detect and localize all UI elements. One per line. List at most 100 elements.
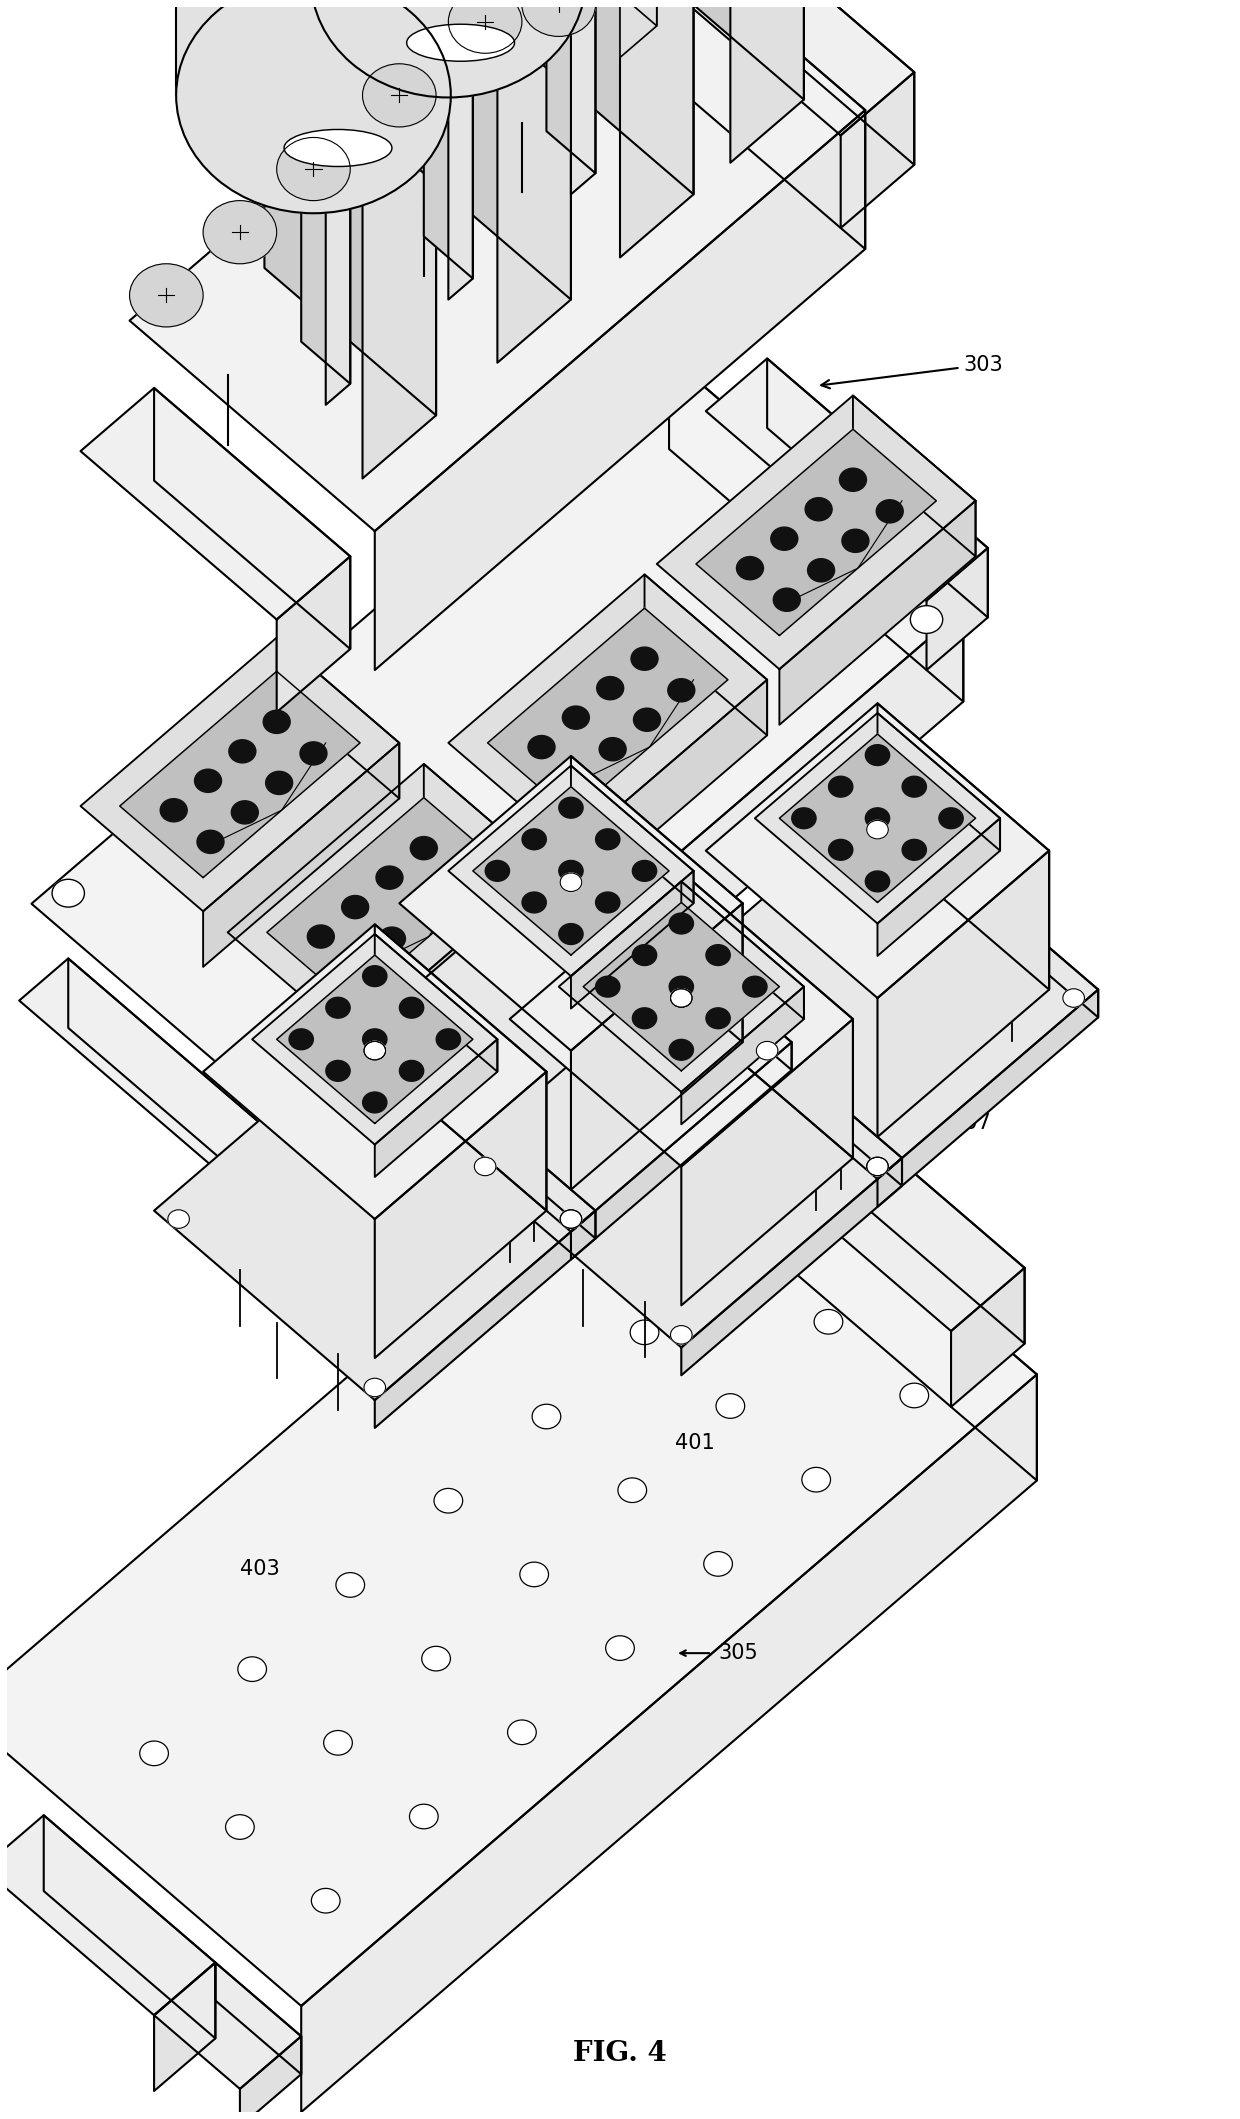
Polygon shape xyxy=(570,871,693,1009)
Ellipse shape xyxy=(842,530,869,553)
Polygon shape xyxy=(43,1816,216,2038)
Ellipse shape xyxy=(630,1320,658,1346)
Ellipse shape xyxy=(336,1572,365,1598)
Ellipse shape xyxy=(308,926,335,947)
Polygon shape xyxy=(780,1121,1024,1331)
Ellipse shape xyxy=(413,898,440,922)
Ellipse shape xyxy=(618,1477,646,1502)
Polygon shape xyxy=(693,1081,1037,1481)
Polygon shape xyxy=(681,1157,901,1375)
Ellipse shape xyxy=(756,1040,777,1060)
Ellipse shape xyxy=(839,468,867,492)
Polygon shape xyxy=(472,786,670,956)
Ellipse shape xyxy=(706,945,730,966)
Text: 303: 303 xyxy=(821,354,1003,388)
Polygon shape xyxy=(632,0,804,100)
Ellipse shape xyxy=(522,892,547,913)
Polygon shape xyxy=(780,500,976,725)
Ellipse shape xyxy=(595,977,620,998)
Ellipse shape xyxy=(670,977,693,998)
Polygon shape xyxy=(681,987,804,1125)
Ellipse shape xyxy=(668,678,694,701)
Polygon shape xyxy=(878,712,1001,850)
Polygon shape xyxy=(570,1043,791,1259)
Ellipse shape xyxy=(376,867,403,890)
Polygon shape xyxy=(645,0,914,136)
Polygon shape xyxy=(780,733,976,903)
Ellipse shape xyxy=(203,201,277,263)
Ellipse shape xyxy=(409,1803,438,1829)
Polygon shape xyxy=(154,1962,216,2091)
Ellipse shape xyxy=(595,829,620,850)
Polygon shape xyxy=(19,958,289,1191)
Ellipse shape xyxy=(903,839,926,860)
Ellipse shape xyxy=(300,742,327,765)
Text: 305: 305 xyxy=(718,1642,758,1663)
Ellipse shape xyxy=(362,1091,387,1112)
Polygon shape xyxy=(326,0,570,85)
Polygon shape xyxy=(878,818,1001,956)
Polygon shape xyxy=(374,1210,595,1428)
Ellipse shape xyxy=(365,1040,386,1060)
Ellipse shape xyxy=(792,807,816,829)
Polygon shape xyxy=(252,934,497,1144)
Polygon shape xyxy=(350,869,547,1093)
Polygon shape xyxy=(0,1816,216,2015)
Polygon shape xyxy=(681,968,901,1187)
Ellipse shape xyxy=(265,771,293,795)
Polygon shape xyxy=(570,0,595,195)
Polygon shape xyxy=(522,0,693,195)
Ellipse shape xyxy=(802,1466,831,1492)
Ellipse shape xyxy=(670,913,693,934)
Polygon shape xyxy=(399,756,743,1051)
Text: 403: 403 xyxy=(239,1560,280,1579)
Polygon shape xyxy=(620,0,866,250)
Ellipse shape xyxy=(828,839,853,860)
Polygon shape xyxy=(154,388,350,648)
Ellipse shape xyxy=(434,1488,463,1513)
Ellipse shape xyxy=(595,892,620,913)
Polygon shape xyxy=(277,557,350,712)
Ellipse shape xyxy=(939,807,963,829)
Ellipse shape xyxy=(737,557,764,581)
Ellipse shape xyxy=(671,990,692,1007)
Ellipse shape xyxy=(522,0,595,36)
Polygon shape xyxy=(706,704,1049,998)
Ellipse shape xyxy=(559,860,583,882)
Polygon shape xyxy=(216,1962,301,2075)
Polygon shape xyxy=(374,924,547,1210)
Polygon shape xyxy=(326,608,963,1248)
Ellipse shape xyxy=(866,744,889,765)
Polygon shape xyxy=(570,756,743,1043)
Ellipse shape xyxy=(815,1310,843,1335)
Polygon shape xyxy=(120,672,360,877)
Ellipse shape xyxy=(289,1030,314,1049)
Ellipse shape xyxy=(671,990,692,1007)
Ellipse shape xyxy=(326,998,350,1017)
Ellipse shape xyxy=(559,797,583,818)
Ellipse shape xyxy=(560,873,582,892)
Polygon shape xyxy=(497,21,570,362)
Ellipse shape xyxy=(167,1210,190,1229)
Ellipse shape xyxy=(311,0,585,97)
Polygon shape xyxy=(203,744,399,966)
Ellipse shape xyxy=(399,998,424,1017)
Polygon shape xyxy=(399,0,570,299)
Polygon shape xyxy=(154,1962,301,2089)
Ellipse shape xyxy=(284,129,392,167)
Polygon shape xyxy=(718,0,914,165)
Ellipse shape xyxy=(632,945,657,966)
Ellipse shape xyxy=(197,831,224,854)
Ellipse shape xyxy=(362,1030,387,1049)
Ellipse shape xyxy=(565,767,591,790)
Polygon shape xyxy=(951,1267,1024,1407)
Ellipse shape xyxy=(322,1110,355,1138)
Ellipse shape xyxy=(900,1384,929,1407)
Polygon shape xyxy=(277,956,472,1123)
Polygon shape xyxy=(681,882,804,1019)
Ellipse shape xyxy=(263,710,290,733)
Ellipse shape xyxy=(807,559,835,583)
Ellipse shape xyxy=(903,776,926,797)
Polygon shape xyxy=(301,0,350,384)
Polygon shape xyxy=(374,934,497,1072)
